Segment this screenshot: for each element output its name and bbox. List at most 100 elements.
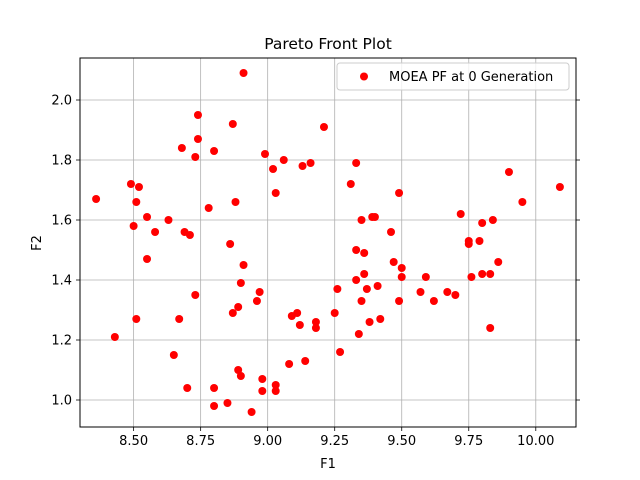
y-tick-label: 1.0	[51, 394, 72, 409]
data-point	[228, 309, 237, 317]
data-point	[239, 69, 248, 77]
data-point	[387, 228, 396, 236]
data-point	[132, 198, 141, 206]
x-axis-ticks: 8.50 8.75 9.00 9.25 9.50 9.75 10.00	[119, 427, 554, 449]
data-point	[362, 285, 371, 293]
data-point	[231, 198, 240, 206]
x-axis-label: F1	[320, 457, 336, 472]
x-tick-label: 10.00	[517, 434, 554, 449]
data-point	[397, 273, 406, 281]
data-point	[504, 168, 513, 176]
data-point	[346, 180, 355, 188]
data-point	[311, 324, 320, 332]
data-point	[488, 216, 497, 224]
data-point	[354, 330, 363, 338]
data-point	[279, 156, 288, 164]
data-point	[443, 288, 452, 296]
data-point	[395, 297, 404, 305]
data-point	[456, 210, 465, 218]
data-point	[301, 357, 310, 365]
data-point	[360, 270, 369, 278]
data-point	[175, 315, 184, 323]
data-point	[298, 162, 307, 170]
data-point	[210, 402, 219, 410]
data-point	[486, 324, 495, 332]
x-tick-label: 8.50	[119, 434, 148, 449]
data-point	[306, 159, 315, 167]
data-point	[191, 153, 200, 161]
data-point	[92, 195, 101, 203]
data-point	[518, 198, 527, 206]
data-point	[478, 219, 487, 227]
data-point	[258, 375, 267, 383]
data-point	[365, 318, 374, 326]
data-point	[475, 237, 484, 245]
data-point	[164, 216, 173, 224]
data-point	[236, 372, 245, 380]
data-point	[234, 303, 243, 311]
plot-frame	[79, 57, 577, 428]
data-point	[416, 288, 425, 296]
y-axis-label: F2	[30, 235, 45, 251]
data-point	[204, 204, 213, 212]
y-tick-label: 1.8	[51, 154, 72, 169]
data-point	[451, 291, 460, 299]
legend: MOEA PF at 0 Generation	[336, 62, 570, 91]
chart-title: Pareto Front Plot	[264, 35, 392, 53]
data-point	[110, 333, 119, 341]
data-point	[210, 147, 219, 155]
data-point	[247, 408, 256, 416]
data-point	[126, 180, 135, 188]
data-point	[330, 309, 339, 317]
x-tick-label: 9.25	[320, 434, 349, 449]
data-point	[236, 279, 245, 287]
data-point	[357, 297, 366, 305]
data-point	[293, 309, 302, 317]
data-point	[352, 159, 361, 167]
data-point	[376, 315, 385, 323]
legend-entry-label: MOEA PF at 0 Generation	[389, 70, 553, 85]
data-point	[373, 282, 382, 290]
legend-marker	[360, 72, 368, 81]
data-point	[285, 360, 294, 368]
data-point	[360, 249, 369, 257]
data-point	[271, 189, 280, 197]
data-point	[234, 366, 243, 374]
data-point	[169, 351, 178, 359]
data-point	[185, 231, 194, 239]
y-axis-ticks: 1.0 1.2 1.4 1.6 1.8 2.0	[51, 94, 580, 409]
y-tick-label: 2.0	[51, 94, 72, 109]
data-point	[134, 183, 143, 191]
data-point	[143, 213, 152, 221]
data-point	[228, 120, 237, 128]
data-point	[319, 123, 328, 131]
data-point	[239, 261, 248, 269]
x-tick-label: 9.00	[253, 434, 282, 449]
data-point	[210, 384, 219, 392]
data-point	[395, 189, 404, 197]
data-point	[143, 255, 152, 263]
data-point	[467, 273, 476, 281]
x-tick-label: 9.75	[454, 434, 483, 449]
data-point	[421, 273, 430, 281]
data-point	[226, 240, 235, 248]
data-point	[494, 258, 503, 266]
data-point	[271, 381, 280, 389]
data-point	[389, 258, 398, 266]
data-point	[333, 285, 342, 293]
data-point	[478, 270, 487, 278]
data-point	[177, 144, 186, 152]
data-point	[193, 135, 202, 143]
data-point	[352, 246, 361, 254]
data-point	[193, 111, 202, 119]
data-point	[132, 315, 141, 323]
data-point	[486, 270, 495, 278]
data-point	[352, 276, 361, 284]
data-point	[269, 165, 278, 173]
y-tick-label: 1.4	[51, 274, 72, 289]
scatter-points	[92, 69, 564, 416]
y-tick-label: 1.2	[51, 334, 72, 349]
x-tick-label: 9.50	[387, 434, 416, 449]
data-point	[151, 228, 160, 236]
